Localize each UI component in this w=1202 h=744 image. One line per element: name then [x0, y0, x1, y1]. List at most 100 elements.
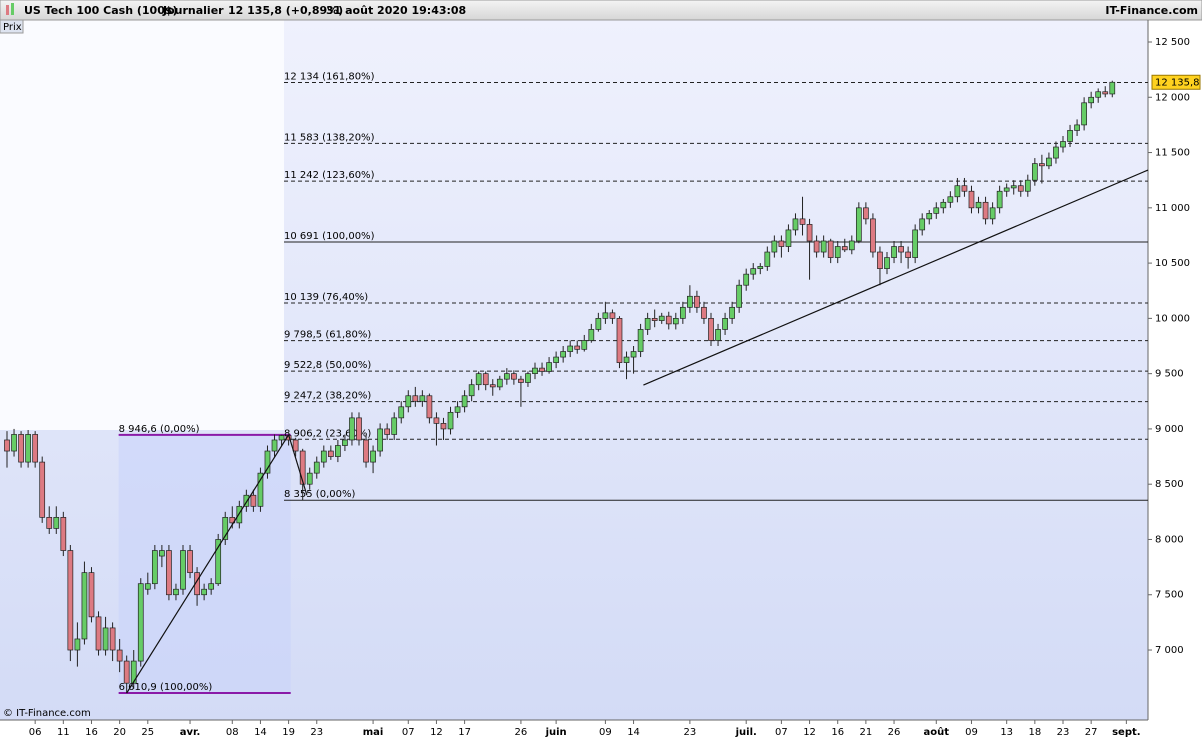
candle-body	[891, 246, 897, 258]
x-tick-label: 09	[965, 727, 978, 738]
candle-body	[349, 417, 355, 441]
x-tick-label: 19	[282, 727, 295, 738]
x-tick-label: 26	[515, 727, 528, 738]
candle-body	[764, 251, 771, 267]
candle-body	[151, 550, 158, 585]
candle-body	[757, 266, 764, 269]
x-tick-label: 23	[310, 727, 323, 738]
candle-body	[553, 356, 559, 363]
candle-body	[743, 273, 750, 286]
fib-label: 8 355 (0,00%)	[284, 489, 355, 500]
candle-body	[74, 638, 81, 651]
candle-body	[67, 550, 74, 651]
candle-body	[588, 329, 595, 341]
candle-body	[616, 318, 623, 363]
x-tick-label: 23	[1057, 727, 1070, 738]
plot-highlight	[0, 20, 284, 430]
candle-body	[299, 450, 306, 485]
candle-body	[567, 345, 574, 352]
candle-body	[391, 417, 398, 435]
candle-body	[1031, 163, 1038, 181]
x-tick-label: 09	[599, 727, 612, 738]
candle-body	[637, 329, 644, 352]
candle-body	[855, 207, 862, 242]
candle-body	[933, 207, 940, 214]
x-tick-label: avr.	[180, 727, 201, 738]
watermark: © IT-Finance.com	[3, 708, 91, 719]
panel-tag	[0, 19, 24, 34]
candle-body	[511, 373, 517, 380]
candle-body	[1010, 185, 1017, 189]
candle-body	[546, 362, 552, 372]
x-tick-label: 16	[85, 727, 98, 738]
candle-body	[729, 306, 735, 319]
candle-body	[187, 550, 193, 573]
candle-body	[370, 450, 376, 463]
datetime: 31 août 2020 19:43:08	[326, 4, 466, 17]
candle-body	[954, 185, 961, 198]
candle-body	[32, 434, 39, 463]
candle-body	[46, 517, 53, 529]
x-tick-label: 14	[254, 727, 267, 738]
candle-body	[722, 318, 728, 330]
candle-body	[694, 295, 700, 308]
candle-body	[398, 406, 405, 419]
x-tick-label: 25	[141, 727, 154, 738]
fib-label: 12 134 (161,80%)	[284, 71, 375, 82]
candle-body	[489, 384, 496, 388]
candle-body	[264, 450, 271, 474]
x-tick-label: 14	[627, 727, 640, 738]
candle-body	[609, 312, 616, 319]
candle-body	[1024, 179, 1031, 192]
x-tick-label: août	[924, 726, 950, 738]
candle-body	[644, 318, 651, 330]
retracement-label: 6 610,9 (100,00%)	[119, 682, 213, 693]
candle-body	[88, 572, 95, 618]
candle-body	[898, 246, 904, 253]
candle-body	[123, 660, 130, 684]
candle-body	[215, 539, 222, 585]
retracement-label: 8 946,6 (0,00%)	[119, 424, 200, 435]
candle-body	[39, 461, 46, 518]
x-tick-label: 16	[831, 727, 844, 738]
header-icon	[6, 5, 9, 15]
candle-body	[447, 411, 454, 430]
x-tick-label: juin	[545, 727, 567, 738]
x-tick-label: 26	[888, 727, 901, 738]
candle-body	[778, 240, 785, 247]
y-tick-label: 11 000	[1155, 203, 1190, 214]
trend-line	[126, 434, 290, 694]
candle-body	[581, 340, 588, 350]
candle-body	[173, 588, 179, 596]
x-tick-label: 08	[226, 727, 239, 738]
candle-body	[595, 318, 602, 330]
candle-body	[750, 268, 757, 275]
candle-body	[701, 306, 707, 319]
trend-line	[288, 434, 308, 496]
candle-body	[602, 312, 609, 319]
candle-body	[1081, 102, 1087, 126]
fib-label: 11 242 (123,60%)	[284, 170, 375, 181]
candle-body	[440, 423, 447, 430]
candle-body	[356, 417, 362, 441]
candle-body	[841, 246, 848, 251]
candle-body	[53, 517, 60, 529]
candle-body	[95, 616, 102, 651]
candle-body	[144, 583, 151, 590]
y-tick-label: 7 000	[1155, 645, 1184, 656]
candle-body	[461, 395, 468, 408]
candle-body	[292, 439, 299, 452]
candle-body	[940, 201, 947, 209]
candle-body	[785, 229, 792, 247]
x-tick-label: 07	[775, 727, 788, 738]
candle-body	[1088, 96, 1095, 104]
candle-body	[574, 345, 581, 350]
candle-body	[736, 284, 743, 308]
fib-label: 11 583 (138,20%)	[284, 132, 375, 143]
candle-body	[799, 218, 806, 225]
x-tick-label: 12	[430, 727, 443, 738]
candle-body	[947, 196, 954, 203]
candle-body	[257, 472, 264, 507]
candle-body	[623, 356, 630, 363]
candle-body	[60, 517, 67, 551]
